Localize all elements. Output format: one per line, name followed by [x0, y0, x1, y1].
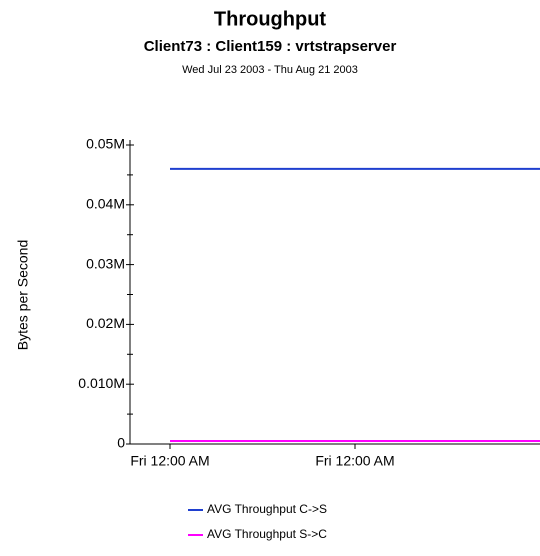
- legend-label: AVG Throughput S->C: [207, 527, 327, 541]
- x-tick-label: Fri 12:00 AM: [315, 453, 394, 469]
- y-tick-label: 0.03M: [86, 255, 125, 271]
- y-tick-label: 0.02M: [86, 315, 125, 331]
- date-range: Wed Jul 23 2003 - Thu Aug 21 2003: [182, 64, 358, 76]
- y-tick-label: 0.04M: [86, 196, 125, 212]
- legend-label: AVG Throughput C->S: [207, 502, 327, 516]
- x-tick-label: Fri 12:00 AM: [130, 453, 209, 469]
- y-axis-label: Bytes per Second: [15, 240, 31, 351]
- y-tick-label: 0.05M: [86, 136, 125, 152]
- chart-subtitle: Client73 : Client159 : vrtstrapserver: [144, 38, 397, 55]
- y-tick-label: 0.010M: [78, 375, 125, 391]
- chart-title: Throughput: [214, 8, 327, 30]
- y-tick-label: 0: [117, 435, 125, 451]
